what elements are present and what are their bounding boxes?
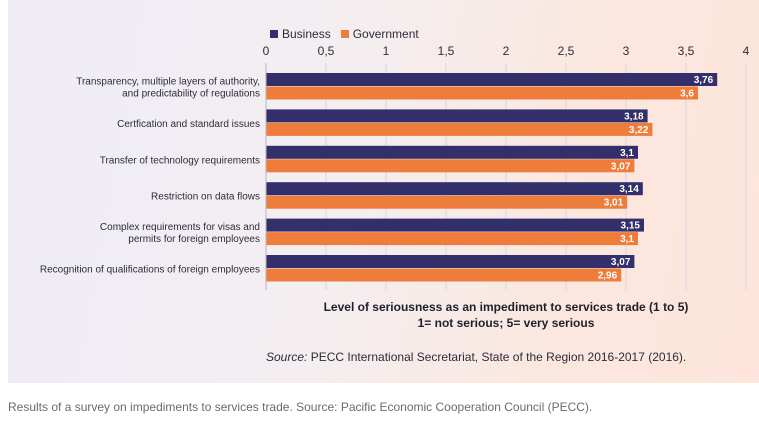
x-axis-sublabel: 1= not serious; 5= very serious xyxy=(417,316,595,330)
x-tick-label: 1 xyxy=(383,44,390,58)
data-label: 3,76 xyxy=(694,75,714,86)
data-label: 3,18 xyxy=(624,111,644,122)
category-label: Complex requirements for visas and permit… xyxy=(100,222,260,245)
source-text: PECC International Secretariat, State of… xyxy=(307,350,687,364)
bar-business xyxy=(266,145,638,159)
data-label: 3,1 xyxy=(620,148,634,159)
source-note: Source: PECC International Secretariat, … xyxy=(266,350,686,364)
figure-caption: Results of a survey on impediments to se… xyxy=(8,400,593,414)
legend-label-government: Government xyxy=(352,27,419,41)
bar-chart: 0 0,5 1 1,5 2 2,5 3 3,5 4 3,763,6 Transparency, mu… xyxy=(40,44,750,290)
x-tick-label: 2,5 xyxy=(558,44,575,58)
legend-label-business: Business xyxy=(282,27,331,41)
x-tick-label: 0,5 xyxy=(318,44,335,58)
bar-business xyxy=(266,109,648,123)
category-label: Transfer of technology requirements xyxy=(100,155,260,166)
source-prefix: Source: xyxy=(266,350,308,364)
bar-government xyxy=(266,122,653,136)
category-label: Recognition of qualifications of foreign… xyxy=(40,265,260,276)
legend-swatch-business xyxy=(270,30,278,38)
legend-item-business: Business xyxy=(270,27,331,41)
bar-business xyxy=(266,182,643,196)
legend: Business Government xyxy=(270,27,429,41)
bar-business xyxy=(266,255,635,268)
x-axis-label: Level of seriousness as an impediment to… xyxy=(323,300,689,314)
bar-government xyxy=(266,232,638,246)
bar-government xyxy=(266,86,698,100)
bar-government xyxy=(266,159,635,173)
x-tick-label: 0 xyxy=(263,44,270,58)
data-label: 3,01 xyxy=(604,198,624,209)
x-tick-label: 4 xyxy=(743,44,750,58)
category-label: Certfication and standard issues xyxy=(117,119,260,130)
data-label: 3,14 xyxy=(619,184,639,195)
data-label: 3,07 xyxy=(611,161,631,172)
category-label: Transparency, multiple layers of authori… xyxy=(76,77,260,100)
bar-government xyxy=(266,268,622,282)
x-tick-label: 3 xyxy=(623,44,630,58)
bar-business xyxy=(266,73,718,86)
data-label: 3,15 xyxy=(621,221,641,232)
x-tick-label: 2 xyxy=(503,44,510,58)
category-label: Restriction on data flows xyxy=(151,192,260,203)
data-label: 3,6 xyxy=(680,89,694,100)
data-label: 3,07 xyxy=(611,257,631,268)
data-label: 3,1 xyxy=(620,234,634,245)
x-tick-label: 1,5 xyxy=(438,44,455,58)
bar-government xyxy=(266,195,628,209)
legend-swatch-government xyxy=(340,30,349,38)
data-label: 3,22 xyxy=(629,125,649,136)
x-tick-label: 3,5 xyxy=(678,44,695,58)
data-label: 2,96 xyxy=(598,271,618,282)
legend-item-government: Government xyxy=(340,27,419,41)
bar-business xyxy=(266,218,644,232)
